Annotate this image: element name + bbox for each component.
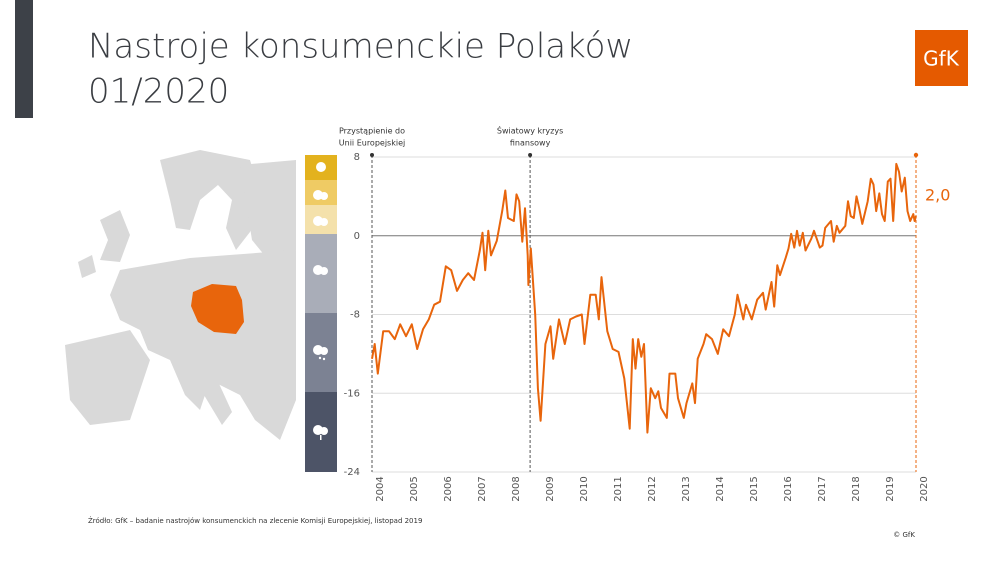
x-tick-label: 2020	[919, 476, 930, 501]
event-label: Unii Europejskiej	[339, 139, 405, 148]
y-tick-label: 8	[354, 152, 360, 163]
x-tick-label: 2015	[749, 476, 760, 501]
event-dot	[528, 153, 533, 157]
series-line	[371, 162, 917, 434]
x-tick-label: 2016	[783, 476, 794, 501]
poland	[191, 284, 244, 334]
x-tick-label: 2008	[511, 476, 522, 501]
x-tick-label: 2017	[817, 476, 828, 501]
y-tick-label: -16	[344, 388, 360, 399]
event-dot	[370, 153, 374, 157]
logo: GfK	[923, 47, 960, 71]
chart-subtitle: 01/2020	[88, 72, 229, 112]
y-tick-label: -8	[350, 310, 360, 321]
x-tick-label: 2007	[477, 476, 488, 501]
x-tick-label: 2004	[375, 476, 386, 501]
x-tick-label: 2013	[681, 476, 692, 501]
event-label: finansowy	[510, 139, 551, 148]
x-tick-label: 2011	[613, 476, 624, 501]
chart-title: Nastroje konsumenckie Polaków	[88, 27, 633, 67]
x-tick-label: 2018	[851, 476, 862, 501]
europe-map	[65, 150, 296, 440]
event-label: Światowy kryzys	[497, 125, 563, 136]
current-dot	[913, 152, 919, 158]
accent-bar	[15, 0, 33, 118]
x-tick-label: 2019	[885, 476, 896, 501]
x-tick-label: 2014	[715, 476, 726, 501]
source: Źródło: GfK – badanie nastrojów konsumen…	[88, 516, 422, 525]
y-tick-label: -24	[344, 467, 360, 478]
event-label: Przystąpienie do	[339, 127, 405, 136]
x-tick-label: 2009	[545, 476, 556, 501]
logo-box	[915, 30, 968, 86]
x-tick-label: 2010	[579, 476, 590, 501]
copyright: © GfK	[893, 531, 915, 539]
x-tick-label: 2006	[443, 476, 454, 501]
weather-icons	[313, 162, 328, 440]
x-tick-label: 2005	[409, 476, 420, 501]
x-tick-label: 2012	[647, 476, 658, 501]
value-label: 2,0	[925, 186, 950, 205]
y-tick-label: 0	[354, 231, 360, 242]
